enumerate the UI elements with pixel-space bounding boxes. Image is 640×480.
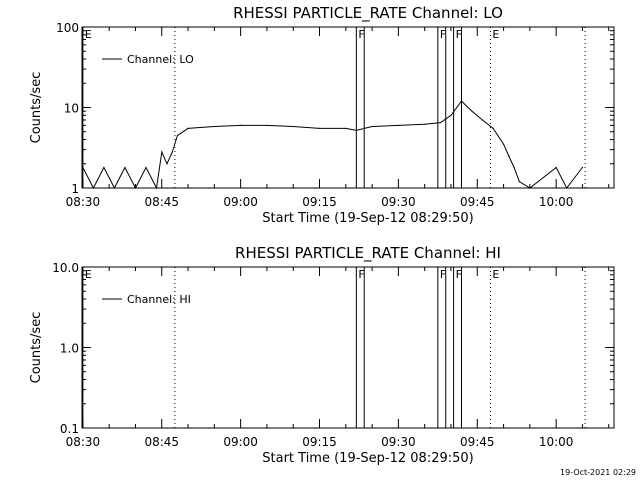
panel-title: RHESSI PARTICLE_RATE Channel: LO xyxy=(233,4,503,23)
data-point xyxy=(581,166,584,169)
data-point xyxy=(166,163,168,165)
data-point xyxy=(213,125,215,128)
event-marker-label: E xyxy=(85,28,92,41)
data-point xyxy=(176,134,179,137)
data-point xyxy=(155,187,158,189)
data-point xyxy=(240,124,242,126)
data-point xyxy=(355,129,357,131)
x-tick-label: 09:15 xyxy=(302,435,337,449)
legend-entry: Channel: HI xyxy=(127,293,191,306)
data-point xyxy=(92,187,94,189)
y-tick-label: 10 xyxy=(64,102,79,116)
x-tick-label: 08:45 xyxy=(144,435,179,449)
x-tick-label: 10:00 xyxy=(539,435,574,449)
y-tick-label: 1 xyxy=(71,182,79,196)
data-point xyxy=(518,181,520,183)
panel-1: RHESSI PARTICLE_RATE Channel: LO 1 10 100 Co… xyxy=(29,4,615,226)
x-axis-label: Start Time (19-Sep-12 08:29:50) xyxy=(262,451,473,466)
event-marker-label: F xyxy=(358,268,364,281)
data-point xyxy=(471,110,473,112)
data-point xyxy=(292,125,294,128)
y-axis-label: Counts/sec xyxy=(29,72,44,144)
y-tick-label: 10.0 xyxy=(52,261,79,275)
data-point xyxy=(345,127,347,130)
data-point xyxy=(502,143,505,145)
y-tick-label: 0.1 xyxy=(60,422,79,436)
panel-2: RHESSI PARTICLE_RATE Channel: HI 0.1 1.0 10… xyxy=(29,244,615,466)
data-point xyxy=(113,187,116,189)
data-point xyxy=(424,123,426,125)
data-point xyxy=(371,125,373,128)
data-point xyxy=(171,151,173,153)
x-tick-label: 08:30 xyxy=(66,435,101,449)
data-point xyxy=(82,166,84,169)
event-marker-label: F xyxy=(440,28,446,41)
event-marker-label: F xyxy=(358,28,364,41)
x-tick-label: 09:15 xyxy=(302,195,337,209)
x-tick-label: 09:30 xyxy=(381,195,416,209)
event-marker-label: F xyxy=(440,268,446,281)
series-line xyxy=(82,100,583,190)
x-tick-label: 09:00 xyxy=(223,435,258,449)
data-point xyxy=(187,127,189,130)
x-tick-label: 09:45 xyxy=(460,435,495,449)
data-point xyxy=(460,100,463,102)
y-tick-label: 100 xyxy=(56,21,79,35)
data-point xyxy=(103,166,105,169)
data-point xyxy=(318,127,321,130)
data-point xyxy=(439,121,442,124)
data-point xyxy=(124,166,126,169)
x-tick-label: 08:30 xyxy=(66,195,101,209)
x-tick-label: 10:00 xyxy=(539,195,574,209)
plot-frame xyxy=(81,266,615,429)
data-point xyxy=(529,187,531,189)
data-point xyxy=(145,166,147,169)
x-tick-label: 09:45 xyxy=(460,195,495,209)
x-tick-label: 09:30 xyxy=(381,435,416,449)
event-marker-label: F xyxy=(456,268,462,281)
data-point xyxy=(450,114,452,116)
plot-frame xyxy=(81,26,615,189)
data-point xyxy=(161,151,163,153)
y-axis-label: Counts/sec xyxy=(29,312,44,384)
data-point xyxy=(492,127,494,130)
footer-timestamp: 19-Oct-2021 02:29 xyxy=(560,468,636,477)
data-point xyxy=(508,155,510,157)
data-point xyxy=(134,187,137,189)
legend-entry: Channel: LO xyxy=(127,53,194,66)
x-axis-label: Start Time (19-Sep-12 08:29:50) xyxy=(262,211,473,226)
data-point xyxy=(266,124,268,126)
panel-title: RHESSI PARTICLE_RATE Channel: HI xyxy=(235,244,501,263)
event-marker-label: E xyxy=(492,28,499,41)
x-tick-label: 08:45 xyxy=(144,195,179,209)
data-point xyxy=(481,119,484,121)
event-marker-label: E xyxy=(85,268,92,281)
data-point xyxy=(397,124,399,126)
event-marker-label: F xyxy=(456,28,462,41)
data-point xyxy=(555,166,557,169)
x-tick-label: 09:00 xyxy=(223,195,258,209)
data-point xyxy=(566,187,568,189)
y-tick-label: 1.0 xyxy=(60,342,79,356)
event-marker-label: E xyxy=(492,268,499,281)
data-point xyxy=(513,166,515,169)
